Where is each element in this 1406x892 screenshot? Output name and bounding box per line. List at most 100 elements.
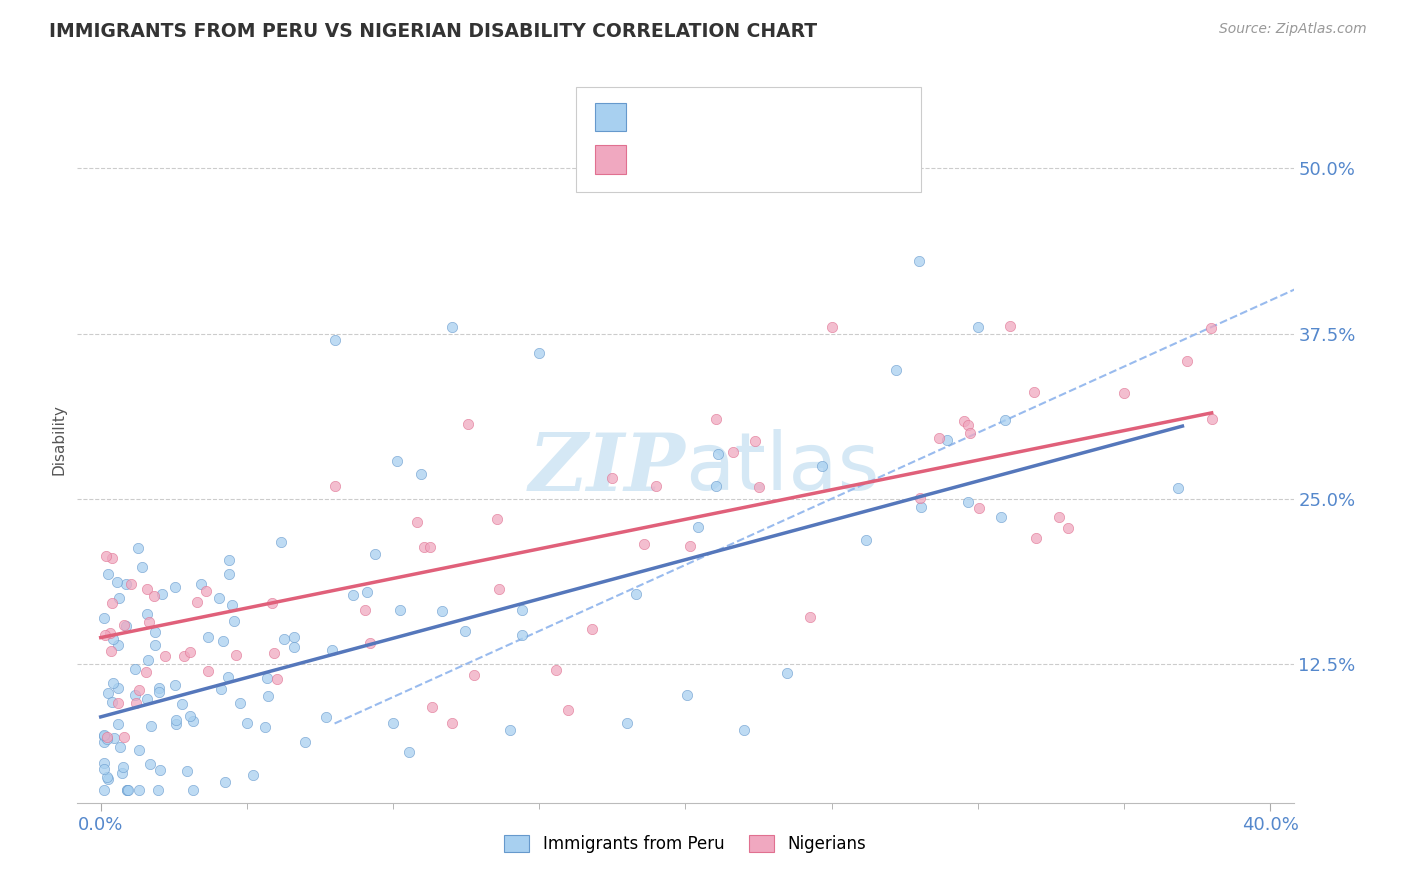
Y-axis label: Disability: Disability (51, 404, 66, 475)
Point (128, 782, 150, 797)
Point (103, 731, 125, 745)
Point (93, 735, 115, 749)
Point (686, 520, 709, 534)
Point (115, 782, 138, 797)
Point (212, 633, 235, 648)
Point (135, 665, 157, 679)
Point (115, 782, 138, 797)
Point (128, 743, 150, 757)
Point (419, 540, 441, 554)
Point (172, 698, 194, 712)
Point (957, 417, 980, 432)
Point (136, 607, 159, 621)
Point (218, 553, 240, 567)
Point (115, 577, 138, 591)
Point (197, 664, 219, 678)
Point (886, 363, 908, 377)
Point (633, 537, 655, 551)
Point (273, 632, 295, 647)
Point (127, 541, 149, 555)
Point (110, 740, 132, 755)
Point (195, 583, 218, 598)
Point (218, 567, 240, 582)
Point (143, 625, 166, 640)
Point (315, 709, 337, 723)
Point (254, 720, 277, 734)
Point (124, 688, 146, 702)
Point (101, 632, 124, 646)
Point (153, 649, 176, 664)
Point (270, 534, 292, 549)
Point (107, 696, 129, 710)
Point (97, 566, 120, 581)
Point (186, 594, 208, 608)
Point (181, 714, 204, 729)
Point (359, 635, 381, 649)
Point (93, 729, 115, 743)
Point (544, 663, 567, 677)
Point (115, 618, 138, 632)
Text: IMMIGRANTS FROM PERU VS NIGERIAN DISABILITY CORRELATION CHART: IMMIGRANTS FROM PERU VS NIGERIAN DISABIL… (49, 22, 817, 41)
Point (321, 643, 343, 657)
Text: R = 0.564   N =  59: R = 0.564 N = 59 (637, 150, 799, 168)
Point (176, 764, 198, 778)
Point (967, 501, 990, 516)
Point (112, 618, 135, 632)
Point (1112, 386, 1135, 401)
Point (323, 478, 346, 492)
Point (908, 253, 931, 268)
Point (1025, 532, 1047, 546)
Point (190, 576, 212, 591)
Point (142, 589, 165, 603)
Point (96, 731, 118, 746)
Point (1175, 354, 1198, 368)
Point (148, 685, 170, 699)
Point (283, 630, 305, 644)
Point (413, 541, 436, 555)
Point (242, 768, 264, 782)
Point (236, 716, 259, 731)
Point (165, 713, 187, 727)
Point (257, 689, 280, 703)
Point (454, 624, 477, 638)
Point (139, 718, 162, 732)
Point (138, 615, 160, 630)
Point (820, 320, 842, 334)
Point (136, 653, 159, 667)
Text: ZIP: ZIP (529, 430, 686, 508)
Point (93, 728, 115, 742)
Point (214, 774, 236, 789)
Point (457, 417, 479, 432)
Point (485, 511, 508, 525)
Point (97, 685, 120, 699)
Point (149, 764, 172, 778)
Point (364, 547, 387, 561)
Point (953, 414, 976, 428)
Point (388, 603, 411, 617)
Point (217, 670, 239, 684)
Point (1199, 320, 1222, 334)
Point (111, 766, 134, 780)
Point (398, 745, 420, 759)
Point (1201, 412, 1223, 426)
Point (440, 716, 463, 731)
Point (143, 639, 166, 653)
Point (1047, 510, 1070, 524)
Point (998, 318, 1021, 333)
Point (96, 771, 118, 785)
Point (97, 772, 120, 786)
Point (105, 575, 128, 590)
Point (209, 681, 232, 696)
Point (150, 587, 173, 601)
Point (616, 716, 638, 731)
Point (98, 626, 121, 640)
Point (283, 640, 305, 654)
Point (406, 515, 429, 529)
Point (748, 480, 770, 494)
Point (96, 730, 118, 744)
Point (855, 533, 877, 547)
Point (382, 716, 405, 731)
Point (260, 596, 283, 610)
Point (529, 346, 551, 360)
Point (440, 320, 463, 334)
